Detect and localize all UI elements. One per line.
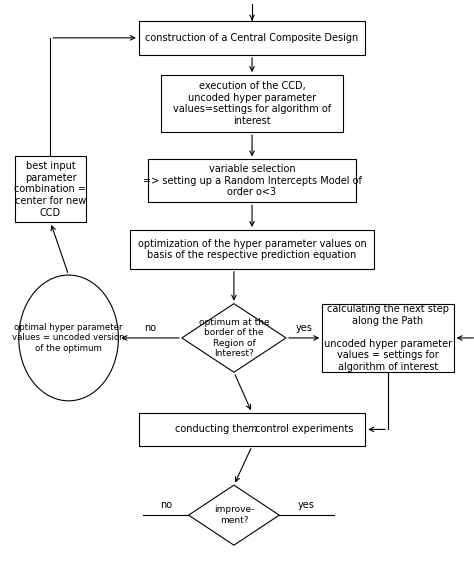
Text: variable selection
=> setting up a Random Intercepts Model of
order o<3: variable selection => setting up a Rando… <box>143 164 362 197</box>
Text: optimal hyper parameter
values = uncoded version
of the optimum: optimal hyper parameter values = uncoded… <box>12 323 125 353</box>
Text: optimization of the hyper parameter values on
basis of the respective prediction: optimization of the hyper parameter valu… <box>137 238 366 260</box>
Text: yes: yes <box>298 500 315 510</box>
Text: construction of a Central Composite Design: construction of a Central Composite Desi… <box>146 33 359 43</box>
FancyBboxPatch shape <box>139 21 365 55</box>
Circle shape <box>19 275 118 401</box>
Text: no: no <box>144 323 156 333</box>
Text: yes: yes <box>296 323 312 333</box>
FancyBboxPatch shape <box>162 75 343 132</box>
FancyBboxPatch shape <box>322 304 454 372</box>
Text: conducting the: conducting the <box>175 425 252 434</box>
Text: no: no <box>160 500 172 510</box>
FancyBboxPatch shape <box>15 156 86 222</box>
Text: optimum at the
border of the
Region of
Interest?: optimum at the border of the Region of I… <box>199 318 269 358</box>
FancyBboxPatch shape <box>148 159 356 202</box>
Polygon shape <box>189 485 279 545</box>
Polygon shape <box>182 304 286 372</box>
FancyBboxPatch shape <box>139 413 365 446</box>
Text: control experiments: control experiments <box>252 425 354 434</box>
FancyBboxPatch shape <box>130 230 374 269</box>
Text: best input
parameter
combination =
center for new
CCD: best input parameter combination = cente… <box>14 161 86 218</box>
Text: improve-
ment?: improve- ment? <box>214 505 254 525</box>
Text: execution of the CCD,
uncoded hyper parameter
values=settings for algorithm of
i: execution of the CCD, uncoded hyper para… <box>173 81 331 126</box>
Text: m: m <box>247 425 257 434</box>
Text: calculating the next step
along the Path

uncoded hyper parameter
values = setti: calculating the next step along the Path… <box>324 304 452 372</box>
